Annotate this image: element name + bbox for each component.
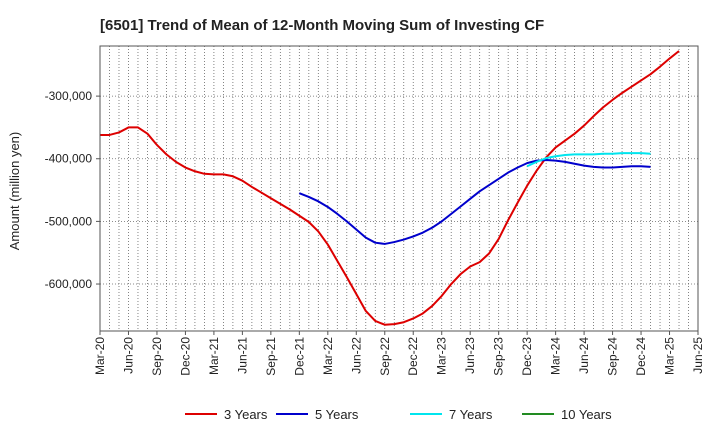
x-tick-label: Dec-23 — [520, 337, 534, 376]
series-layer — [100, 50, 680, 326]
x-tick-label: Jun-24 — [577, 337, 591, 374]
x-tick-label: Mar-24 — [549, 337, 563, 375]
legend-label-3-years: 3 Years — [224, 407, 268, 422]
x-tick-label: Sep-20 — [150, 337, 164, 376]
x-tick-label: Mar-25 — [663, 337, 677, 375]
x-tick-label: Mar-20 — [93, 337, 107, 375]
legend: 3 Years 5 Years 7 Years 10 Years — [185, 407, 612, 422]
y-tick-label: -400,000 — [45, 152, 93, 166]
series-line-3-years — [100, 50, 680, 326]
grid — [99, 46, 699, 331]
x-tick-label: Dec-22 — [406, 337, 420, 376]
x-tick-label: Mar-21 — [207, 337, 221, 375]
x-ticks: Mar-20 Jun-20 Sep-20 Dec-20 Mar-21 Jun-21 Sep-… — [93, 331, 705, 376]
chart-title: [6501] Trend of Mean of 12-Month Moving … — [100, 17, 544, 34]
plot-frame — [99, 45, 699, 332]
y-tick-label: -600,000 — [45, 277, 93, 291]
x-tick-label: Jun-20 — [121, 337, 135, 374]
y-axis-label: Amount (million yen) — [7, 132, 22, 251]
x-tick-label: Sep-24 — [606, 337, 620, 376]
x-tick-label: Sep-21 — [264, 337, 278, 376]
x-tick-label: Dec-21 — [292, 337, 306, 376]
legend-label-7-years: 7 Years — [449, 407, 493, 422]
y-tick-label: -500,000 — [45, 214, 93, 228]
x-tick-label: Jun-22 — [349, 337, 363, 374]
y-tick-label: -300,000 — [45, 89, 93, 103]
x-tick-label: Jun-23 — [463, 337, 477, 374]
x-tick-label: Jun-25 — [691, 337, 705, 374]
x-tick-label: Dec-24 — [634, 337, 648, 376]
legend-label-10-years: 10 Years — [561, 407, 612, 422]
series-line-5-years — [298, 159, 651, 245]
x-tick-label: Mar-23 — [435, 337, 449, 375]
series-line-7-years — [526, 152, 651, 168]
x-tick-label: Dec-20 — [178, 337, 192, 376]
x-tick-label: Sep-23 — [492, 337, 506, 376]
x-tick-label: Mar-22 — [321, 337, 335, 375]
y-ticks: -300,000 -400,000 -500,000 -600,000 — [45, 89, 100, 291]
x-tick-label: Sep-22 — [378, 337, 392, 376]
x-tick-label: Jun-21 — [235, 337, 249, 374]
legend-label-5-years: 5 Years — [315, 407, 359, 422]
